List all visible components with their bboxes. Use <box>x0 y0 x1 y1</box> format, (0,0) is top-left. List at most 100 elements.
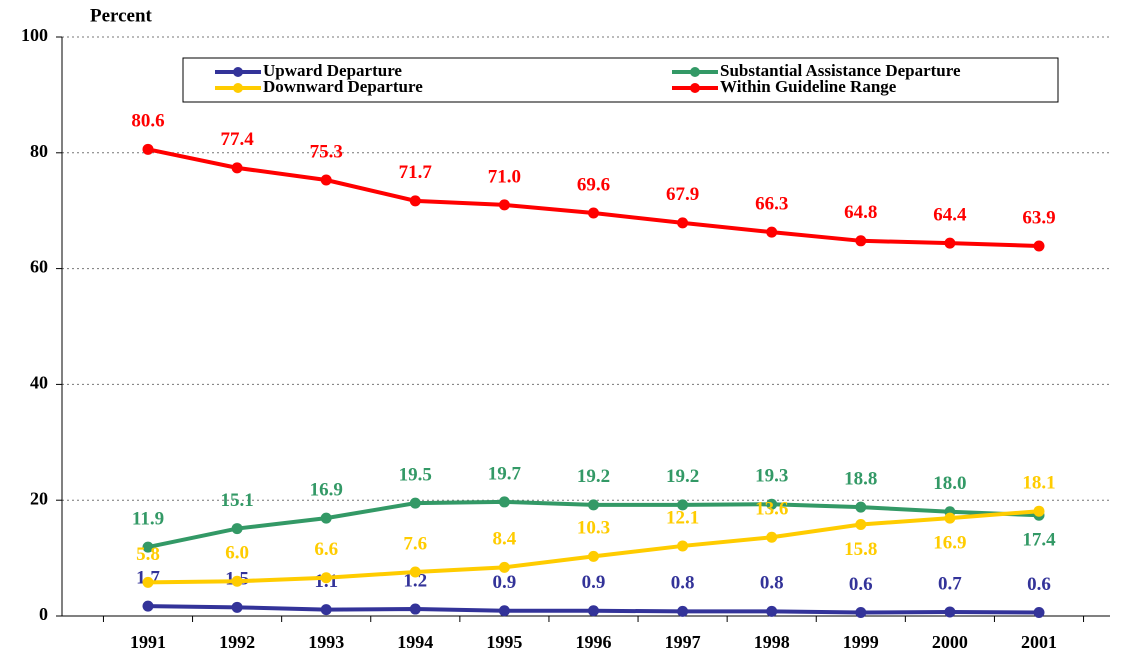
data-label: 15.8 <box>844 539 877 560</box>
data-label: 18.1 <box>1022 473 1055 494</box>
data-point <box>944 237 956 249</box>
data-label: 17.4 <box>1022 530 1056 551</box>
data-point <box>855 607 867 619</box>
data-point <box>766 605 778 617</box>
data-point <box>498 496 510 508</box>
x-tick-label: 1994 <box>397 632 433 652</box>
data-point <box>677 540 689 552</box>
data-label: 64.4 <box>933 204 967 225</box>
data-label: 6.6 <box>314 539 338 560</box>
x-tick-label: 1997 <box>665 632 701 652</box>
data-label: 71.7 <box>399 162 433 183</box>
y-tick-label: 40 <box>30 373 48 393</box>
x-tick-label: 1993 <box>308 632 344 652</box>
data-point <box>231 601 243 613</box>
y-tick-label: 60 <box>30 257 48 277</box>
data-label: 67.9 <box>666 184 699 205</box>
x-tick-label: 1998 <box>754 632 790 652</box>
data-label: 13.6 <box>755 499 788 520</box>
data-point <box>498 605 510 617</box>
data-label: 0.7 <box>938 573 962 594</box>
y-tick-label: 0 <box>39 604 48 624</box>
data-label: 19.5 <box>399 464 432 485</box>
data-label: 8.4 <box>493 529 517 550</box>
y-tick-label: 100 <box>21 25 48 45</box>
x-tick-label: 1995 <box>486 632 522 652</box>
data-label: 75.3 <box>310 141 343 162</box>
data-label: 0.9 <box>493 572 517 593</box>
data-point <box>320 604 332 616</box>
data-label: 18.8 <box>844 469 877 490</box>
legend-box <box>182 57 1059 103</box>
data-point <box>855 501 867 513</box>
data-point <box>498 199 510 211</box>
x-tick-label: 1999 <box>843 632 879 652</box>
data-point <box>409 566 421 578</box>
data-label: 64.8 <box>844 202 877 223</box>
x-tick-label: 1991 <box>130 632 166 652</box>
y-tick-label: 80 <box>30 141 48 161</box>
data-point <box>855 235 867 247</box>
y-tick-label: 20 <box>30 488 48 508</box>
data-point <box>142 541 154 553</box>
data-point <box>1033 240 1045 252</box>
data-label: 77.4 <box>220 129 254 150</box>
data-label: 0.9 <box>582 572 606 593</box>
data-label: 0.6 <box>849 574 873 595</box>
data-point <box>231 575 243 587</box>
data-label: 15.1 <box>220 490 253 511</box>
data-label: 0.6 <box>1027 574 1051 595</box>
data-point <box>677 605 689 617</box>
x-tick-label: 2001 <box>1021 632 1057 652</box>
data-point <box>588 499 599 511</box>
legend-label: Within Guideline Range <box>720 77 897 96</box>
data-point <box>766 531 778 543</box>
data-label: 7.6 <box>403 533 427 554</box>
data-point <box>766 498 778 510</box>
legend-marker <box>233 83 243 93</box>
data-point <box>409 603 421 615</box>
legend-label: Downward Departure <box>263 77 423 96</box>
data-point <box>1033 607 1045 619</box>
data-label: 71.0 <box>488 166 521 187</box>
data-point <box>409 497 421 509</box>
data-label: 80.6 <box>131 111 164 132</box>
data-label: 19.2 <box>666 466 699 487</box>
data-label: 12.1 <box>666 507 699 528</box>
data-label: 16.9 <box>310 480 343 501</box>
legend-marker <box>690 83 700 93</box>
data-point <box>588 550 599 562</box>
data-label: 19.3 <box>755 466 788 487</box>
data-point <box>320 572 332 584</box>
data-label: 18.0 <box>933 473 966 494</box>
data-label: 19.2 <box>577 466 610 487</box>
data-point <box>142 576 154 588</box>
data-label: 5.8 <box>136 544 160 565</box>
data-point <box>320 174 332 186</box>
legend-label: Upward Departure <box>263 61 402 80</box>
y-axis-label: Percent <box>90 5 153 26</box>
data-label: 6.0 <box>225 543 249 564</box>
data-point <box>766 226 778 238</box>
data-point <box>231 523 243 535</box>
data-point <box>1033 505 1045 517</box>
data-label: 69.6 <box>577 174 610 195</box>
x-tick-label: 2000 <box>932 632 968 652</box>
legend-label: Substantial Assistance Departure <box>720 61 961 80</box>
data-label: 19.7 <box>488 463 522 484</box>
data-label: 66.3 <box>755 193 788 214</box>
data-point <box>855 519 867 531</box>
data-point <box>320 512 332 524</box>
data-label: 10.3 <box>577 518 610 539</box>
data-point <box>142 143 154 155</box>
data-point <box>231 162 243 174</box>
data-point <box>409 195 421 207</box>
data-point <box>944 512 956 524</box>
data-point <box>588 207 599 219</box>
legend-marker <box>233 67 243 77</box>
data-point <box>498 561 510 573</box>
data-point <box>677 217 689 229</box>
x-tick-label: 1996 <box>576 632 612 652</box>
legend-marker <box>690 67 700 77</box>
